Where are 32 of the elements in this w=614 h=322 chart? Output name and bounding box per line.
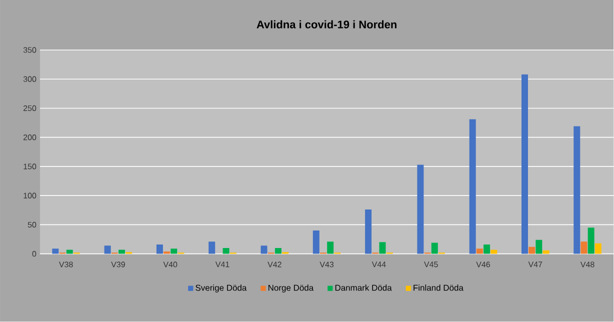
bar: [484, 244, 490, 254]
legend-label: Norge Döda: [268, 284, 314, 293]
bar: [379, 242, 386, 254]
bar: [52, 248, 59, 254]
bar: [365, 210, 372, 254]
bar: [208, 242, 216, 254]
bar: [574, 126, 580, 254]
bar: [536, 240, 542, 254]
bar: [274, 248, 282, 254]
bar: [588, 228, 594, 254]
bar: [417, 164, 424, 254]
bar: [312, 230, 320, 254]
bar: [594, 243, 602, 254]
legend-label: Danmark Döda: [335, 284, 392, 291]
bar: [66, 250, 73, 254]
legend-label: Finland Döda: [414, 284, 464, 291]
bar: [476, 248, 483, 254]
bar: [490, 250, 498, 254]
bar: [431, 242, 438, 254]
bar: [327, 242, 334, 254]
bar: [580, 242, 588, 254]
bar: [222, 248, 230, 254]
bar: [260, 246, 268, 254]
bar: [156, 244, 163, 254]
bar: [118, 250, 125, 254]
bar: [528, 246, 536, 254]
bar: [469, 119, 476, 254]
legend-label: Sverige Döda: [196, 284, 247, 293]
bar: [521, 74, 528, 254]
bar: [170, 248, 178, 254]
chart-title: Avlidna i covid-19 i Norden: [256, 20, 396, 28]
bar: [104, 246, 111, 254]
